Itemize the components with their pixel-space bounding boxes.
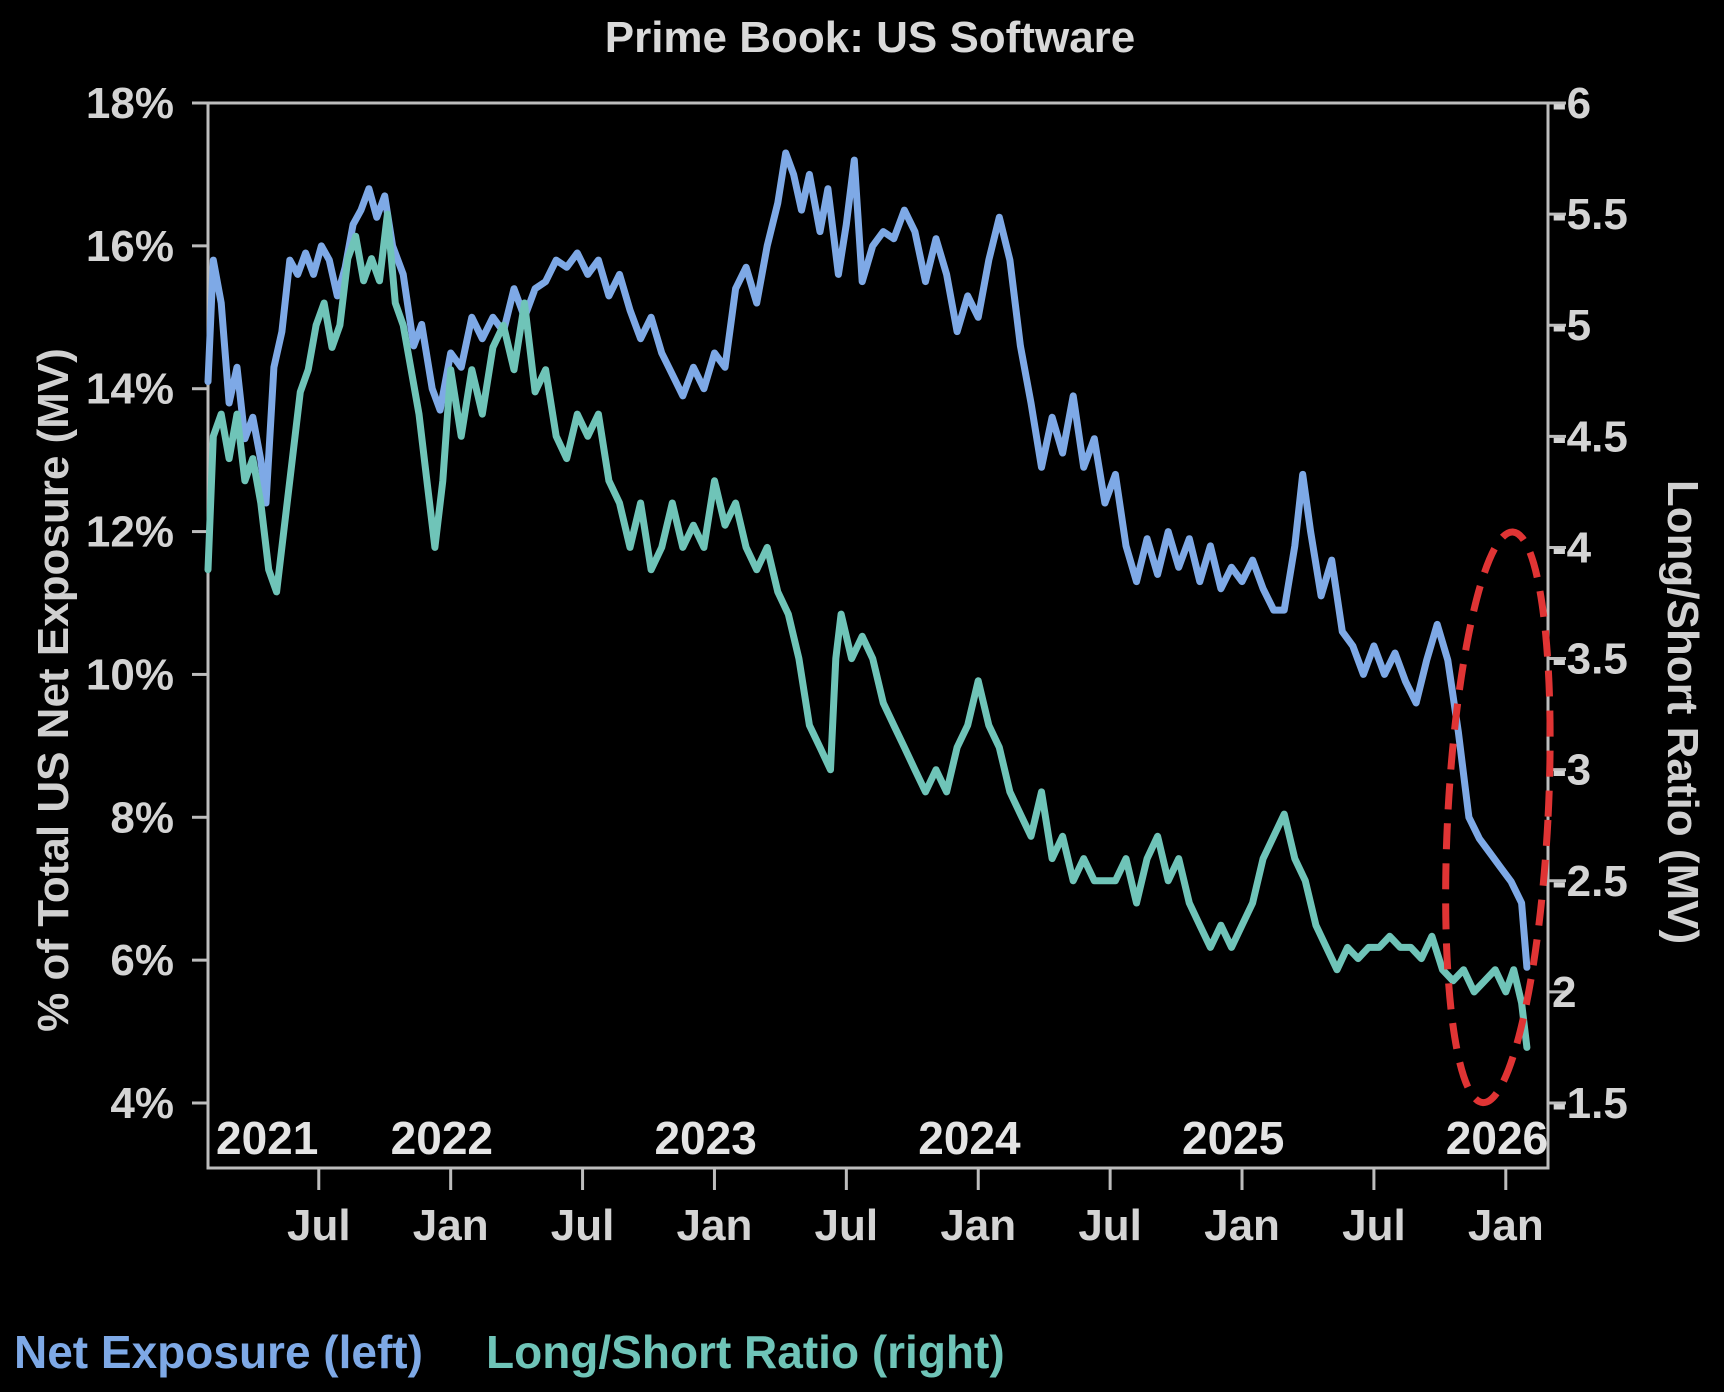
right-axis: -1.5 2 -2.5 -3 -3.5 -4 -4.5 -5 -5.5 -6 (1548, 79, 1628, 1128)
legend-net-exposure: Net Exposure (left) (14, 1326, 423, 1378)
x-year-label: 2025 (1182, 1112, 1284, 1164)
x-year-label: 2024 (918, 1112, 1021, 1164)
right-tick-label: -4 (1552, 523, 1592, 572)
right-tick-label: -5 (1552, 301, 1591, 350)
x-year-label: 2026 (1446, 1112, 1548, 1164)
left-axis-title: % of Total US Net Exposure (MV) (29, 348, 78, 1032)
x-year-label: 2022 (391, 1112, 493, 1164)
x-tick-label: Jan (413, 1201, 489, 1250)
right-tick-label: -6 (1552, 79, 1591, 128)
chart-title: Prime Book: US Software (605, 13, 1136, 62)
x-tick-label: Jul (287, 1201, 351, 1250)
left-tick-label: 8% (110, 793, 174, 842)
legend-long-short-ratio: Long/Short Ratio (right) (486, 1326, 1005, 1378)
x-tick-label: Jan (940, 1201, 1016, 1250)
series-long-short-ratio-line (204, 210, 1531, 1051)
x-tick-label: Jan (677, 1201, 753, 1250)
right-axis-title: Long/Short Ratio (MV) (1658, 480, 1707, 944)
right-tick-label: -3 (1552, 746, 1591, 795)
x-tick-label: Jul (815, 1201, 879, 1250)
series-layer (204, 149, 1531, 1051)
highlight-ellipse (1442, 528, 1554, 1107)
right-tick-label: -3.5 (1552, 635, 1628, 684)
right-tick-label: 2 (1552, 968, 1576, 1017)
left-tick-label: 10% (86, 650, 174, 699)
series-net-exposure-line (204, 149, 1531, 971)
x-tick-label: Jul (1078, 1201, 1142, 1250)
left-axis: 4% 6% 8% 10% 12% 14% 16% 18% (86, 79, 208, 1128)
right-tick-label: -2.5 (1552, 857, 1628, 906)
x-tick-label: Jan (1204, 1201, 1280, 1250)
left-tick-label: 14% (86, 365, 174, 414)
x-year-label: 2023 (654, 1112, 756, 1164)
left-tick-label: 6% (110, 936, 174, 985)
annotation-layer (1442, 528, 1554, 1107)
x-tick-label: Jul (551, 1201, 615, 1250)
left-tick-label: 16% (86, 222, 174, 271)
right-tick-label: -5.5 (1552, 190, 1628, 239)
left-tick-label: 18% (86, 79, 174, 128)
legend: Net Exposure (left) Long/Short Ratio (ri… (14, 1326, 1005, 1378)
x-tick-label: Jan (1468, 1201, 1544, 1250)
right-tick-label: -4.5 (1552, 412, 1628, 461)
left-tick-label: 12% (86, 508, 174, 557)
x-year-label: 2021 (216, 1112, 318, 1164)
x-axis: Jul Jan Jul Jan Jul Jan Jul Jan Jul Jan 2021 2022 20… (216, 1112, 1548, 1250)
x-tick-label: Jul (1342, 1201, 1406, 1250)
left-tick-label: 4% (110, 1079, 174, 1128)
right-tick-label: -1.5 (1552, 1079, 1628, 1128)
